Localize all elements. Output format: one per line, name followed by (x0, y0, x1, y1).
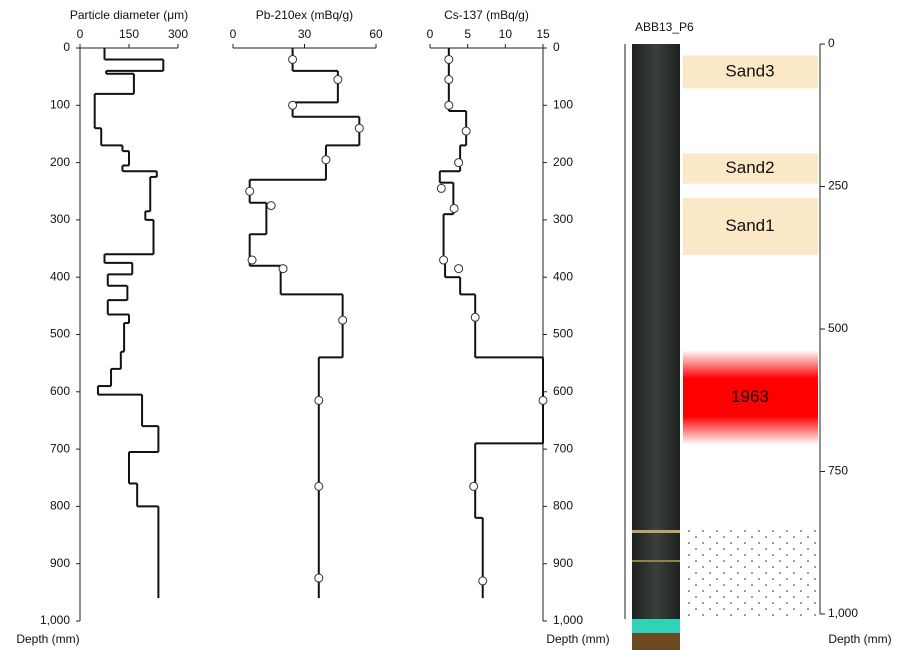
y-tick-label: 250 (828, 179, 848, 193)
sample-point (278, 264, 288, 274)
y-tick-label: 900 (553, 556, 573, 570)
x-tick-label: 150 (119, 27, 139, 41)
sample-point (439, 255, 449, 265)
y-tick-label: 1,000 (828, 606, 858, 620)
core-band (632, 530, 680, 533)
y-tick-label: 200 (553, 155, 573, 169)
sample-point (538, 395, 548, 405)
y-tick-label: 800 (553, 499, 573, 513)
sample-point (288, 100, 298, 110)
y-tick-label: 400 (553, 269, 573, 283)
layer-label: Sand2 (725, 158, 774, 177)
y-tick-label: 600 (50, 384, 70, 398)
y-tick-label: 500 (828, 321, 848, 335)
x-tick-label: 5 (464, 27, 471, 41)
sample-point (436, 183, 446, 193)
layer-band (683, 55, 818, 89)
y-axis-title: Depth (mm) (828, 632, 891, 646)
y-tick-label: 700 (553, 441, 573, 455)
sample-point (321, 155, 331, 165)
layer-band (683, 153, 818, 184)
y-tick-label: 400 (50, 269, 70, 283)
y-tick-label: 500 (553, 327, 573, 341)
y-tick-label: 900 (50, 556, 70, 570)
sample-point (444, 54, 454, 64)
x-tick-label: 30 (298, 27, 312, 41)
y-tick-label: 0 (553, 40, 560, 54)
sample-point (333, 75, 343, 85)
sample-point (469, 481, 479, 491)
layer-band (683, 350, 818, 445)
y-tick-label: 700 (50, 441, 70, 455)
core-band (632, 560, 680, 562)
sample-point (245, 186, 255, 196)
sample-point (314, 481, 324, 491)
y-tick-label: 1,000 (40, 613, 70, 627)
sample-point (288, 54, 298, 64)
sample-point (461, 126, 471, 136)
y-tick-label: 0 (63, 40, 70, 54)
sample-point (449, 203, 459, 213)
y-tick-label: 600 (553, 384, 573, 398)
y-axis-title: Depth (mm) (16, 632, 79, 646)
gravel-pattern (683, 530, 818, 620)
x-tick-label: 10 (499, 27, 513, 41)
sample-point (454, 158, 464, 168)
layer-label: Sand1 (725, 216, 774, 235)
y-tick-label: 300 (553, 212, 573, 226)
x-tick-label: 0 (427, 27, 434, 41)
y-tick-label: 0 (828, 36, 835, 50)
y-tick-label: 300 (50, 212, 70, 226)
sample-point (354, 123, 364, 133)
y-axis-title: Depth (mm) (546, 632, 609, 646)
sample-point (444, 75, 454, 85)
y-tick-label: 100 (50, 97, 70, 111)
core-title: ABB13_P6 (635, 20, 694, 34)
sample-point (444, 100, 454, 110)
sample-point (470, 312, 480, 322)
y-tick-label: 200 (50, 155, 70, 169)
core-cap (632, 619, 680, 633)
y-tick-label: 100 (553, 97, 573, 111)
core-photo (632, 44, 680, 619)
x-axis-title: Pb-210ex (mBq/g) (256, 8, 353, 22)
sample-point (314, 573, 324, 583)
sample-point (247, 255, 257, 265)
sample-point (314, 395, 324, 405)
layer-band (683, 197, 818, 255)
y-tick-label: 800 (50, 499, 70, 513)
layer-label: 1963 (731, 387, 769, 406)
x-tick-label: 60 (369, 27, 383, 41)
sample-point (338, 315, 348, 325)
y-tick-label: 750 (828, 464, 848, 478)
sample-point (266, 201, 276, 211)
x-tick-label: 0 (77, 27, 84, 41)
y-tick-label: 1,000 (553, 613, 583, 627)
x-axis-title: Particle diameter (μm) (70, 8, 188, 22)
x-tick-label: 300 (168, 27, 188, 41)
layer-label: Sand3 (725, 61, 774, 80)
x-axis-title: Cs-137 (mBq/g) (444, 8, 529, 22)
sample-point (478, 576, 488, 586)
y-tick-label: 500 (50, 327, 70, 341)
core-base (632, 633, 680, 650)
x-tick-label: 0 (230, 27, 237, 41)
sample-point (454, 264, 464, 274)
x-tick-label: 15 (536, 27, 550, 41)
